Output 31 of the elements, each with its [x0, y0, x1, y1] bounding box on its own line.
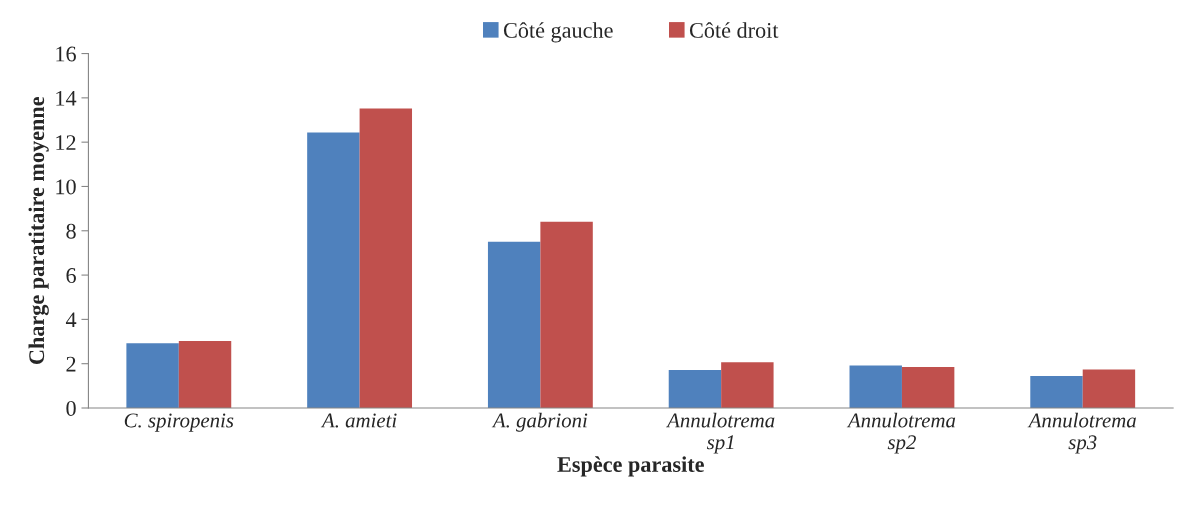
y-tick-label: 6 [66, 268, 76, 284]
y-tick-label: 2 [66, 356, 76, 372]
bar [540, 221, 593, 408]
x-axis-title: Espèce parasite [557, 456, 704, 477]
bar [1030, 376, 1083, 408]
y-tick-label: 16 [56, 46, 76, 62]
x-tick-label: Annulotrema sp1 [666, 412, 775, 454]
y-tick-label: 10 [56, 179, 76, 195]
bar [307, 132, 360, 408]
y-axis-title: Charge paratitaire moyenne [28, 97, 49, 365]
bar [901, 367, 955, 408]
x-tick-label: A. gabrioni [491, 412, 588, 432]
legend-label: Côté droit [689, 22, 779, 38]
y-tick-label: 14 [56, 90, 77, 106]
y-tick-label: 4 [65, 312, 77, 328]
bar [668, 369, 722, 408]
y-tick-label: 0 [66, 400, 76, 416]
x-tick-label: C. spiropenis [124, 413, 234, 432]
bar [487, 241, 541, 408]
y-tick-label: 8 [66, 223, 76, 239]
bar [178, 340, 232, 408]
bar [849, 365, 902, 408]
bar [1082, 369, 1136, 408]
bar [126, 343, 179, 408]
legend-label: Côté gauche [503, 22, 613, 43]
x-tick-label: Annulotrema sp3 [1027, 412, 1136, 454]
x-tick-label: Annulotrema sp2 [846, 412, 956, 454]
bar [359, 108, 413, 408]
x-tick-label: A. amieti [320, 413, 397, 428]
bar [721, 362, 774, 408]
y-tick-label: 12 [56, 135, 76, 150]
